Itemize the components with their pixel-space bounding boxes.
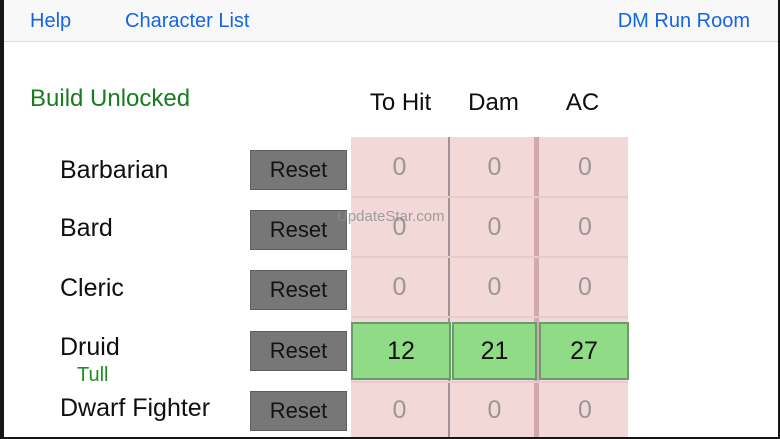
stats-grid	[351, 137, 628, 439]
grid-vertical-divider-1	[448, 137, 450, 439]
column-header-to-hit: To Hit	[369, 89, 432, 116]
stat-cell-barbarian-tohit[interactable]: 0	[392, 153, 407, 181]
character-name-barbarian: Barbarian	[60, 156, 169, 184]
character-name-bard: Bard	[60, 214, 113, 242]
screen-edge-right	[778, 0, 780, 439]
grid-vertical-divider-2	[534, 137, 539, 439]
stat-cell-dwarf-fighter-ac[interactable]: 0	[578, 396, 592, 424]
stat-cell-cleric-dam[interactable]: 0	[487, 273, 502, 301]
grid-horizontal-divider	[351, 196, 628, 198]
character-name-cleric: Cleric	[60, 274, 124, 302]
screen-edge-left	[0, 0, 4, 439]
stat-cell-barbarian-ac[interactable]: 0	[578, 153, 592, 181]
stat-cell-druid-dam[interactable]: 21	[452, 322, 537, 380]
stat-cell-dwarf-fighter-tohit[interactable]: 0	[392, 396, 407, 424]
column-header-dam: Dam	[468, 89, 519, 116]
character-name-dwarf-fighter: Dwarf Fighter	[60, 394, 211, 422]
reset-button-bard[interactable]: Reset	[250, 210, 347, 250]
reset-button-cleric[interactable]: Reset	[250, 270, 347, 310]
build-status-label: Build Unlocked	[30, 85, 191, 112]
stat-cell-bard-ac[interactable]: 0	[578, 213, 592, 241]
help-link[interactable]: Help	[30, 10, 72, 32]
stat-cell-druid-tohit[interactable]: 12	[351, 322, 451, 380]
reset-button-barbarian[interactable]: Reset	[250, 150, 347, 190]
stat-cell-druid-ac[interactable]: 27	[539, 322, 629, 380]
screen-edge-bottom	[0, 437, 780, 439]
column-header-ac: AC	[565, 89, 600, 116]
grid-horizontal-divider	[351, 256, 628, 258]
grid-horizontal-divider	[351, 316, 628, 318]
stat-cell-bard-tohit[interactable]: 0	[392, 213, 407, 241]
character-name-druid: Druid	[60, 333, 120, 361]
stat-cell-barbarian-dam[interactable]: 0	[487, 153, 502, 181]
character-player-name-tull: Tull	[77, 364, 109, 386]
navigation-bar: Help Character List DM Run Room	[0, 0, 780, 42]
dm-run-room-link[interactable]: DM Run Room	[617, 10, 750, 32]
reset-button-druid[interactable]: Reset	[250, 331, 347, 371]
stat-cell-cleric-tohit[interactable]: 0	[392, 273, 407, 301]
grid-horizontal-divider	[351, 381, 628, 383]
stat-cell-bard-dam[interactable]: 0	[487, 213, 502, 241]
character-list-link[interactable]: Character List	[125, 10, 250, 32]
reset-button-dwarf-fighter[interactable]: Reset	[250, 391, 347, 431]
stat-cell-cleric-ac[interactable]: 0	[578, 273, 592, 301]
stat-cell-dwarf-fighter-dam[interactable]: 0	[487, 396, 502, 424]
